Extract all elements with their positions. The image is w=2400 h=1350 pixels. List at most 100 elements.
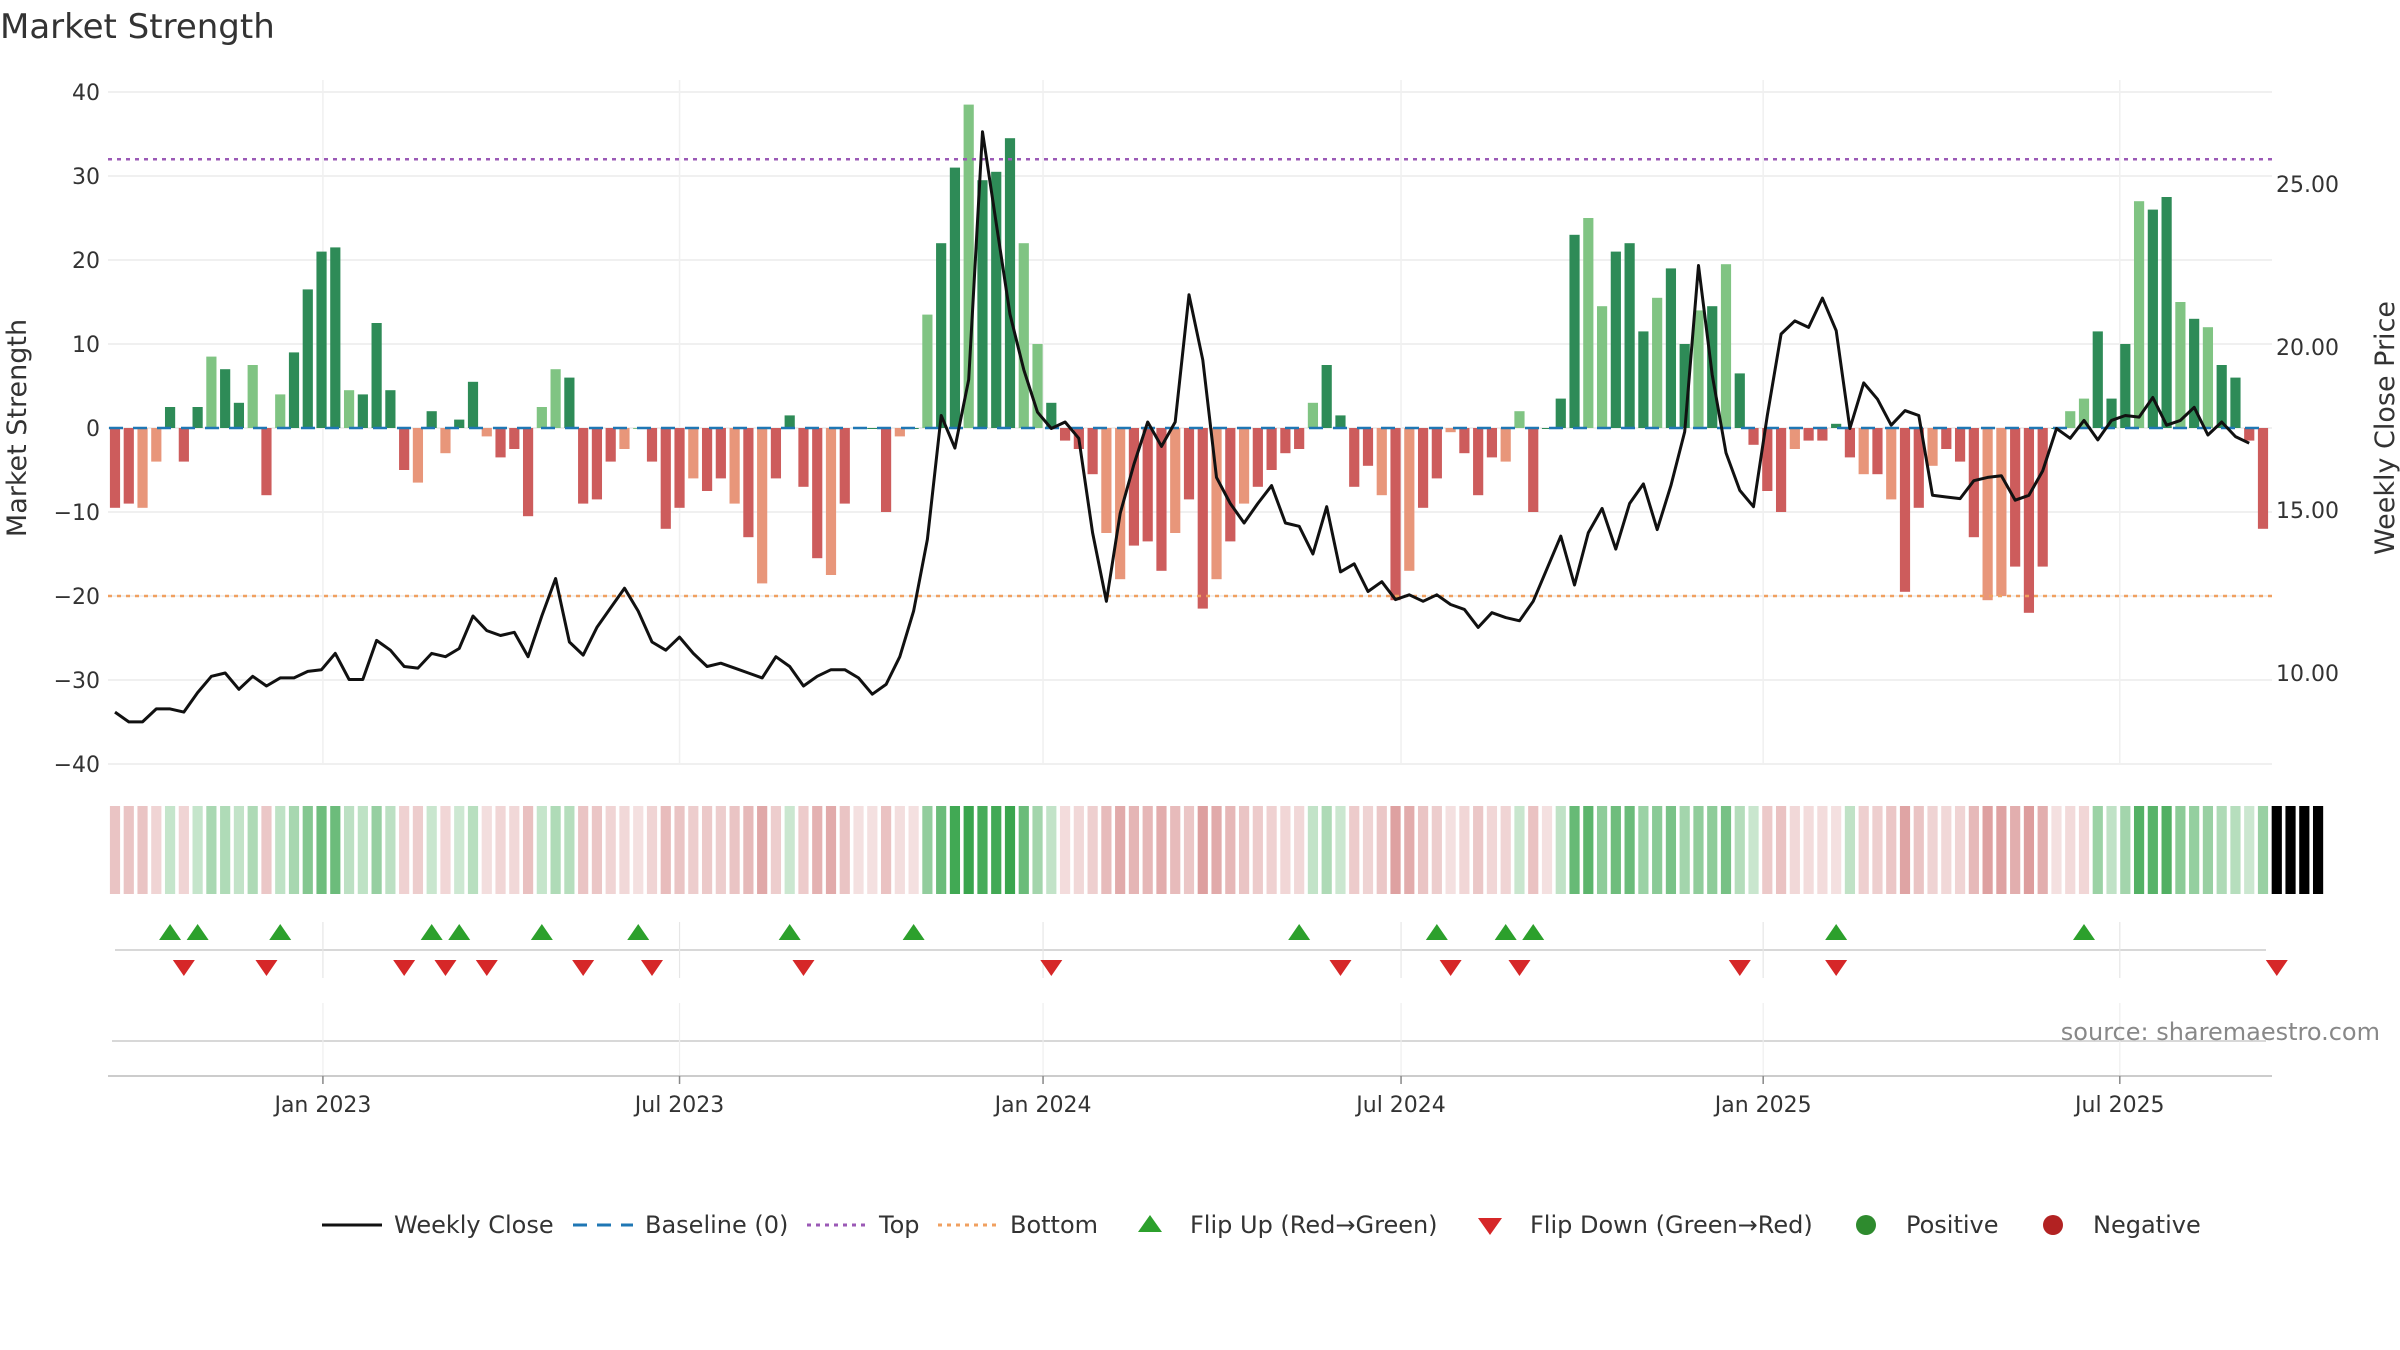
- strength-bar: [206, 356, 217, 428]
- state-cell: [770, 806, 782, 894]
- strength-bar: [1954, 428, 1966, 462]
- state-cell: [1775, 806, 1787, 894]
- state-cell: [343, 806, 355, 894]
- legend-item: Flip Down (Green→Red): [1478, 1211, 1813, 1239]
- state-cell: [2092, 806, 2103, 894]
- state-cell: [536, 806, 547, 894]
- state-strip: [109, 806, 2324, 894]
- flip-up-marker: [902, 924, 925, 940]
- state-cell: [399, 806, 410, 894]
- state-cell: [880, 806, 892, 894]
- strength-bar: [1831, 423, 1842, 428]
- state-cell: [1115, 806, 1126, 894]
- state-cell: [1018, 806, 1029, 894]
- flip-down-marker: [2265, 960, 2288, 976]
- state-cell: [812, 806, 823, 894]
- state-cell: [991, 806, 1002, 894]
- state-cell: [1376, 806, 1387, 894]
- flip-down-marker: [1040, 960, 1063, 976]
- legend-swatch: [1138, 1215, 1162, 1232]
- state-cell: [1720, 806, 1732, 894]
- weekly-close-line: [114, 130, 2250, 724]
- strength-bar: [1280, 428, 1291, 454]
- state-cell: [1459, 806, 1470, 894]
- state-cell: [261, 806, 272, 894]
- state-cell: [1596, 806, 1608, 894]
- flip-up-marker: [159, 924, 182, 940]
- y2-tick-label: 10.00: [2276, 662, 2339, 687]
- strength-bar: [330, 247, 341, 428]
- state-cell: [1390, 806, 1401, 894]
- state-cell: [233, 806, 245, 894]
- state-cell: [2257, 806, 2269, 894]
- strength-bar: [1514, 411, 1525, 428]
- strength-bar: [646, 428, 658, 462]
- state-cell: [2010, 806, 2021, 894]
- state-cell: [288, 806, 300, 894]
- strength-bar: [2257, 428, 2269, 529]
- state-cell: [495, 806, 506, 894]
- state-cell: [1803, 806, 1814, 894]
- strength-bar: [867, 428, 878, 429]
- flip-down-marker: [393, 960, 416, 976]
- strength-bar: [1652, 297, 1663, 428]
- flip-up-marker: [2073, 924, 2095, 940]
- legend-item: Negative: [2043, 1211, 2201, 1239]
- strength-bar: [2147, 209, 2158, 428]
- strength-bar: [2216, 365, 2227, 428]
- y-tick-label: −30: [54, 669, 100, 694]
- strength-bar: [880, 428, 892, 512]
- legend-swatch: [2043, 1215, 2063, 1235]
- state-cell: [2312, 806, 2324, 894]
- flip-up-marker: [186, 924, 209, 940]
- strength-bar: [137, 428, 148, 508]
- state-cell: [825, 806, 837, 894]
- strength-bar: [729, 428, 740, 504]
- y2-tick-label: 20.00: [2276, 336, 2339, 361]
- strength-bar: [1679, 344, 1690, 428]
- strength-bar: [757, 428, 768, 584]
- state-cell: [839, 806, 850, 894]
- state-cell: [1844, 806, 1856, 894]
- state-cell: [743, 806, 754, 894]
- strength-bar: [564, 377, 575, 428]
- state-cell: [1197, 806, 1208, 894]
- state-cell: [1073, 806, 1084, 894]
- level-lines: [108, 157, 2272, 598]
- state-cell: [784, 806, 795, 894]
- state-cell: [1831, 806, 1842, 894]
- strength-bar: [1183, 428, 1195, 500]
- strength-bar: [701, 428, 713, 491]
- state-cell: [1679, 806, 1690, 894]
- state-cell: [2078, 806, 2090, 894]
- state-cell: [619, 806, 630, 894]
- state-cell: [1059, 806, 1071, 894]
- flip-down-marker: [255, 960, 278, 976]
- strength-bar: [550, 369, 561, 428]
- state-cell: [371, 806, 382, 894]
- strength-bar: [1665, 268, 1677, 428]
- state-cell: [1872, 806, 1883, 894]
- chart-title: Market Strength: [0, 7, 275, 47]
- strength-bar: [1872, 428, 1883, 475]
- strength-bar: [385, 390, 396, 428]
- legend-label: Flip Down (Green→Red): [1530, 1211, 1813, 1239]
- strength-bar: [688, 428, 699, 479]
- strength-bar: [1266, 428, 1277, 470]
- source-credit: source: sharemaestro.com: [2061, 1018, 2380, 1046]
- y-tick-label: 20: [72, 249, 100, 274]
- state-cell: [1899, 806, 1911, 894]
- strength-bar: [825, 428, 837, 575]
- state-cell: [1211, 806, 1222, 894]
- strength-bar: [2065, 411, 2076, 428]
- strength-bar: [1941, 428, 1952, 449]
- state-cell: [2133, 806, 2145, 894]
- strength-bar: [412, 428, 424, 483]
- strength-bar: [1307, 402, 1319, 428]
- strength-bar: [275, 394, 286, 428]
- state-cell: [302, 806, 313, 894]
- state-cell: [1762, 806, 1773, 894]
- y-axis-label: Market Strength: [2, 319, 33, 537]
- state-cell: [412, 806, 424, 894]
- state-cell: [1128, 806, 1140, 894]
